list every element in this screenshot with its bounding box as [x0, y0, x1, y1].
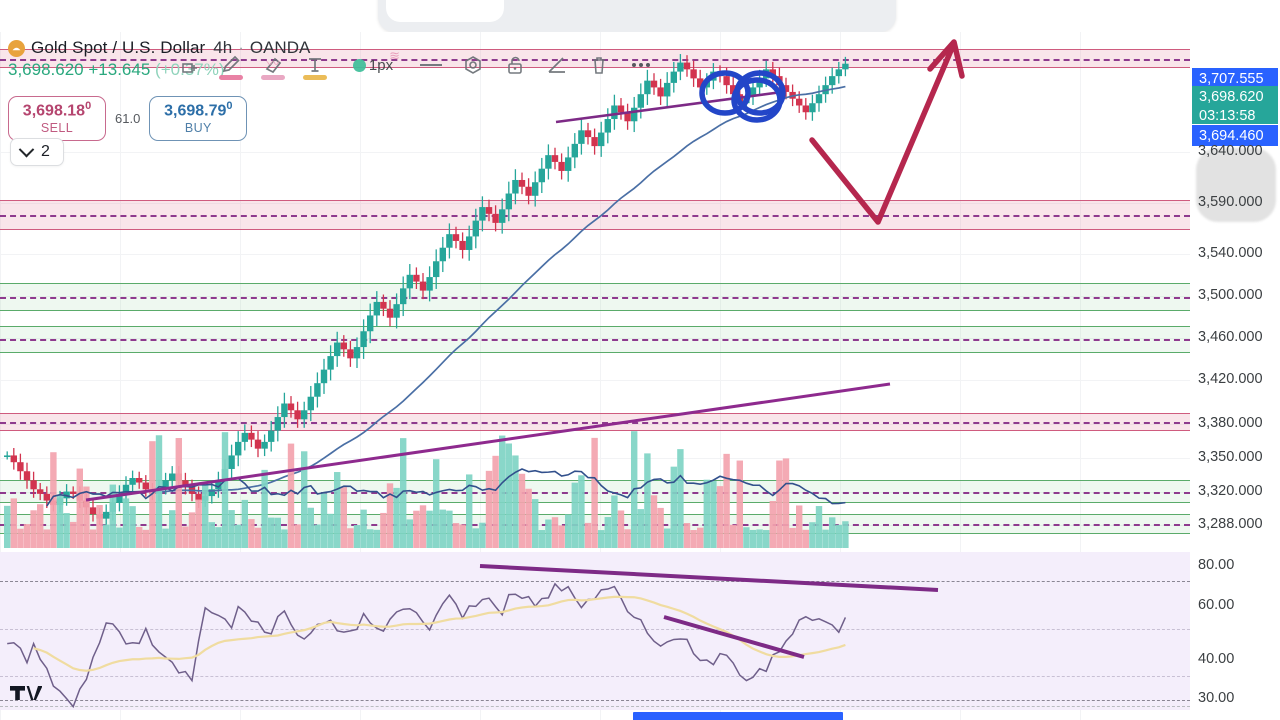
gold-coin-icon [8, 39, 25, 57]
support-zone[interactable] [0, 282, 1190, 311]
line-width-control[interactable]: 1px ≋ [336, 44, 410, 86]
floating-toolbar-active-tab[interactable] [386, 0, 504, 22]
angle-icon[interactable] [536, 44, 578, 86]
text-color-swatch[interactable] [303, 75, 327, 80]
price-change: +13.645 [88, 60, 151, 79]
symbol-name[interactable]: Gold Spot / U.S. Dollar [31, 38, 206, 57]
rsi-level-60 [0, 628, 1190, 630]
price-tick-label: 3,420.000 [1198, 371, 1263, 387]
rsi-level-40 [0, 676, 1190, 678]
quantity-value: 2 [41, 143, 50, 160]
price-change-percent: (+0.37%) [155, 60, 225, 79]
quantity-stepper[interactable]: 2 [10, 138, 64, 166]
support-zone[interactable] [0, 325, 1190, 353]
trash-icon[interactable] [578, 44, 620, 86]
gridline-horizontal [0, 458, 1190, 459]
symbol-header[interactable]: Gold Spot / U.S. Dollar 4h · OANDA 3,698… [8, 38, 310, 80]
price-tick-label: 3,640.000 [1198, 143, 1263, 159]
zone-midline [0, 339, 1190, 342]
rsi-level-30 [0, 700, 1190, 702]
floating-toolbar-pill[interactable] [378, 0, 896, 32]
line-style-icon[interactable] [410, 44, 452, 86]
gridline-horizontal [0, 380, 1190, 381]
symbol-timeframe[interactable]: 4h [213, 38, 233, 57]
zone-midline [0, 524, 1190, 527]
time-axis[interactable] [0, 706, 1190, 707]
support-zone[interactable] [0, 480, 1190, 503]
buy-label: BUY [184, 121, 212, 136]
chevron-down-icon [18, 141, 35, 157]
gridline-vertical [960, 32, 961, 720]
gridline-horizontal [0, 254, 1190, 255]
buy-button[interactable]: 3,698.790 BUY [149, 96, 248, 142]
current-color-dot[interactable] [352, 58, 366, 72]
eraser-icon[interactable]: 〰 [252, 44, 294, 86]
price-tick-label: 3,590.000 [1198, 194, 1263, 210]
price-tick-label: 3,288.000 [1198, 516, 1263, 532]
rsi-tick-label: 30.00 [1198, 690, 1235, 706]
gridline-vertical [120, 32, 121, 720]
price-tick-label: 3,380.000 [1198, 415, 1263, 431]
sell-button[interactable]: 3,698.180 SELL [8, 96, 106, 142]
unlock-icon[interactable] [494, 44, 536, 86]
drawing-toolbar[interactable]: 〰 1px ≋ [168, 44, 662, 86]
price-tick-label: 3,320.000 [1198, 483, 1263, 499]
rsi-tick-label: 80.00 [1198, 557, 1235, 573]
buy-price: 3,698.790 [164, 100, 233, 120]
price-scale[interactable]: 3,707.555 3,698.620 03:13:58 3,694.460 3… [1190, 32, 1280, 720]
sell-label: SELL [40, 121, 74, 136]
tradingview-logo [10, 680, 43, 707]
trade-panel[interactable]: 3,698.180 SELL 61.0 3,698.790 BUY [8, 96, 248, 142]
bar-countdown: 03:13:58 [1199, 107, 1256, 124]
text-icon[interactable] [294, 44, 336, 86]
zone-midline [0, 421, 1190, 424]
spread-value: 61.0 [115, 111, 141, 127]
wavy-line-icon: 〰 [266, 56, 280, 71]
eraser-color-swatch[interactable] [261, 75, 285, 80]
price-tick-label: 3,350.000 [1198, 449, 1263, 465]
line-style-wave-icon: ≋ [389, 48, 400, 63]
more-options-icon[interactable] [620, 44, 662, 86]
rsi-tick-label: 40.00 [1198, 651, 1235, 667]
pencil-color-swatch[interactable] [219, 75, 243, 80]
horizontal-scrollbar[interactable] [633, 712, 843, 720]
gridline-horizontal [0, 152, 1190, 153]
gridline-vertical [0, 32, 1, 720]
bid-price-tag: 3,694.460 [1192, 125, 1278, 146]
pencil-icon[interactable] [210, 44, 252, 86]
line-width-label: 1px [368, 56, 394, 74]
rsi-level-80 [0, 580, 1190, 582]
last-price: 3,698.620 [8, 60, 84, 79]
current-price-tag: 3,698.620 03:13:58 [1192, 86, 1278, 124]
symbol-quote-line: 3,698.620 +13.645 (+0.37%) [8, 60, 310, 80]
price-tick-label: 3,460.000 [1198, 329, 1263, 345]
shapes-icon[interactable] [452, 44, 494, 86]
symbol-separator: · [238, 38, 244, 57]
symbol-exchange[interactable]: OANDA [249, 38, 311, 57]
resistance-zone[interactable] [0, 412, 1190, 431]
gridline-vertical [1080, 32, 1081, 720]
current-price-value: 3,698.620 [1199, 89, 1264, 105]
resistance-zone[interactable] [0, 200, 1190, 230]
magnet-icon[interactable] [168, 44, 210, 86]
price-tick-label: 3,500.000 [1198, 287, 1263, 303]
zone-midline [0, 296, 1190, 299]
price-tick-label: 3,540.000 [1198, 245, 1263, 261]
touch-highlight-blob [1196, 148, 1276, 222]
zone-midline [0, 214, 1190, 217]
support-zone[interactable] [0, 514, 1190, 535]
ask-price-tag: 3,707.555 [1192, 68, 1278, 89]
zone-midline [0, 491, 1190, 494]
rsi-pane[interactable] [0, 552, 1190, 710]
rsi-tick-label: 60.00 [1198, 597, 1235, 613]
sell-price: 3,698.180 [22, 100, 92, 120]
